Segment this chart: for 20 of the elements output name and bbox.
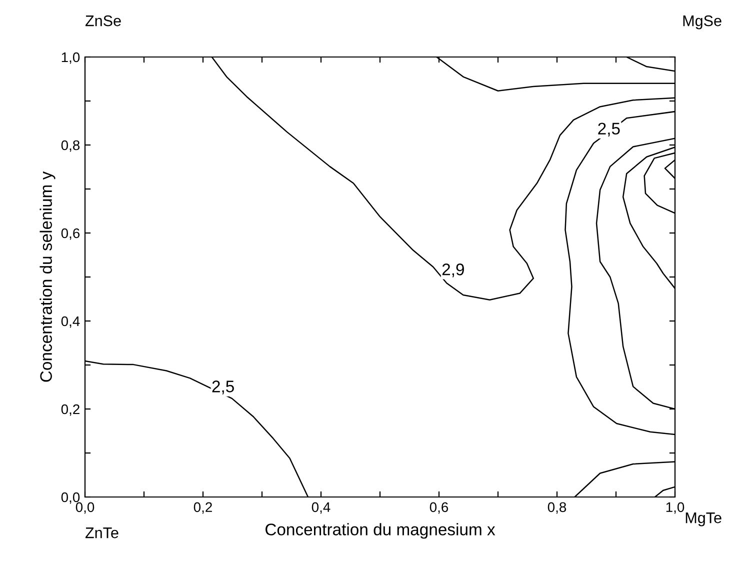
text: MgSe — [683, 15, 722, 30]
y-tick-label: 0,4 — [61, 316, 80, 328]
x-tick-label: 0,2 — [194, 502, 212, 514]
y-tick-label: 0,8 — [61, 140, 80, 152]
x-tick-label: 0,8 — [548, 502, 566, 514]
x-axis-title: Concentration du magnesium x — [266, 523, 496, 539]
text: ZnTe — [85, 528, 118, 538]
annotation: 2,9 — [442, 264, 464, 278]
y-tick-label: 0,2 — [61, 404, 80, 416]
x-tick-label: 1,0 — [666, 502, 684, 514]
x-tick-label: 0,4 — [312, 502, 330, 514]
y-tick-label: 1,0 — [62, 52, 80, 64]
x-tick-label: 0,0 — [76, 502, 94, 514]
x-tick-label: 0,6 — [430, 502, 448, 514]
text: MgTe — [686, 512, 722, 526]
y-tick-label: 0,6 — [61, 228, 80, 240]
y-axis-title: Concentration du selenium y — [40, 171, 56, 382]
text: ZnSe — [85, 15, 121, 26]
annotation: 2,5 — [212, 380, 234, 394]
y-tick-label: 0,0 — [61, 492, 80, 504]
